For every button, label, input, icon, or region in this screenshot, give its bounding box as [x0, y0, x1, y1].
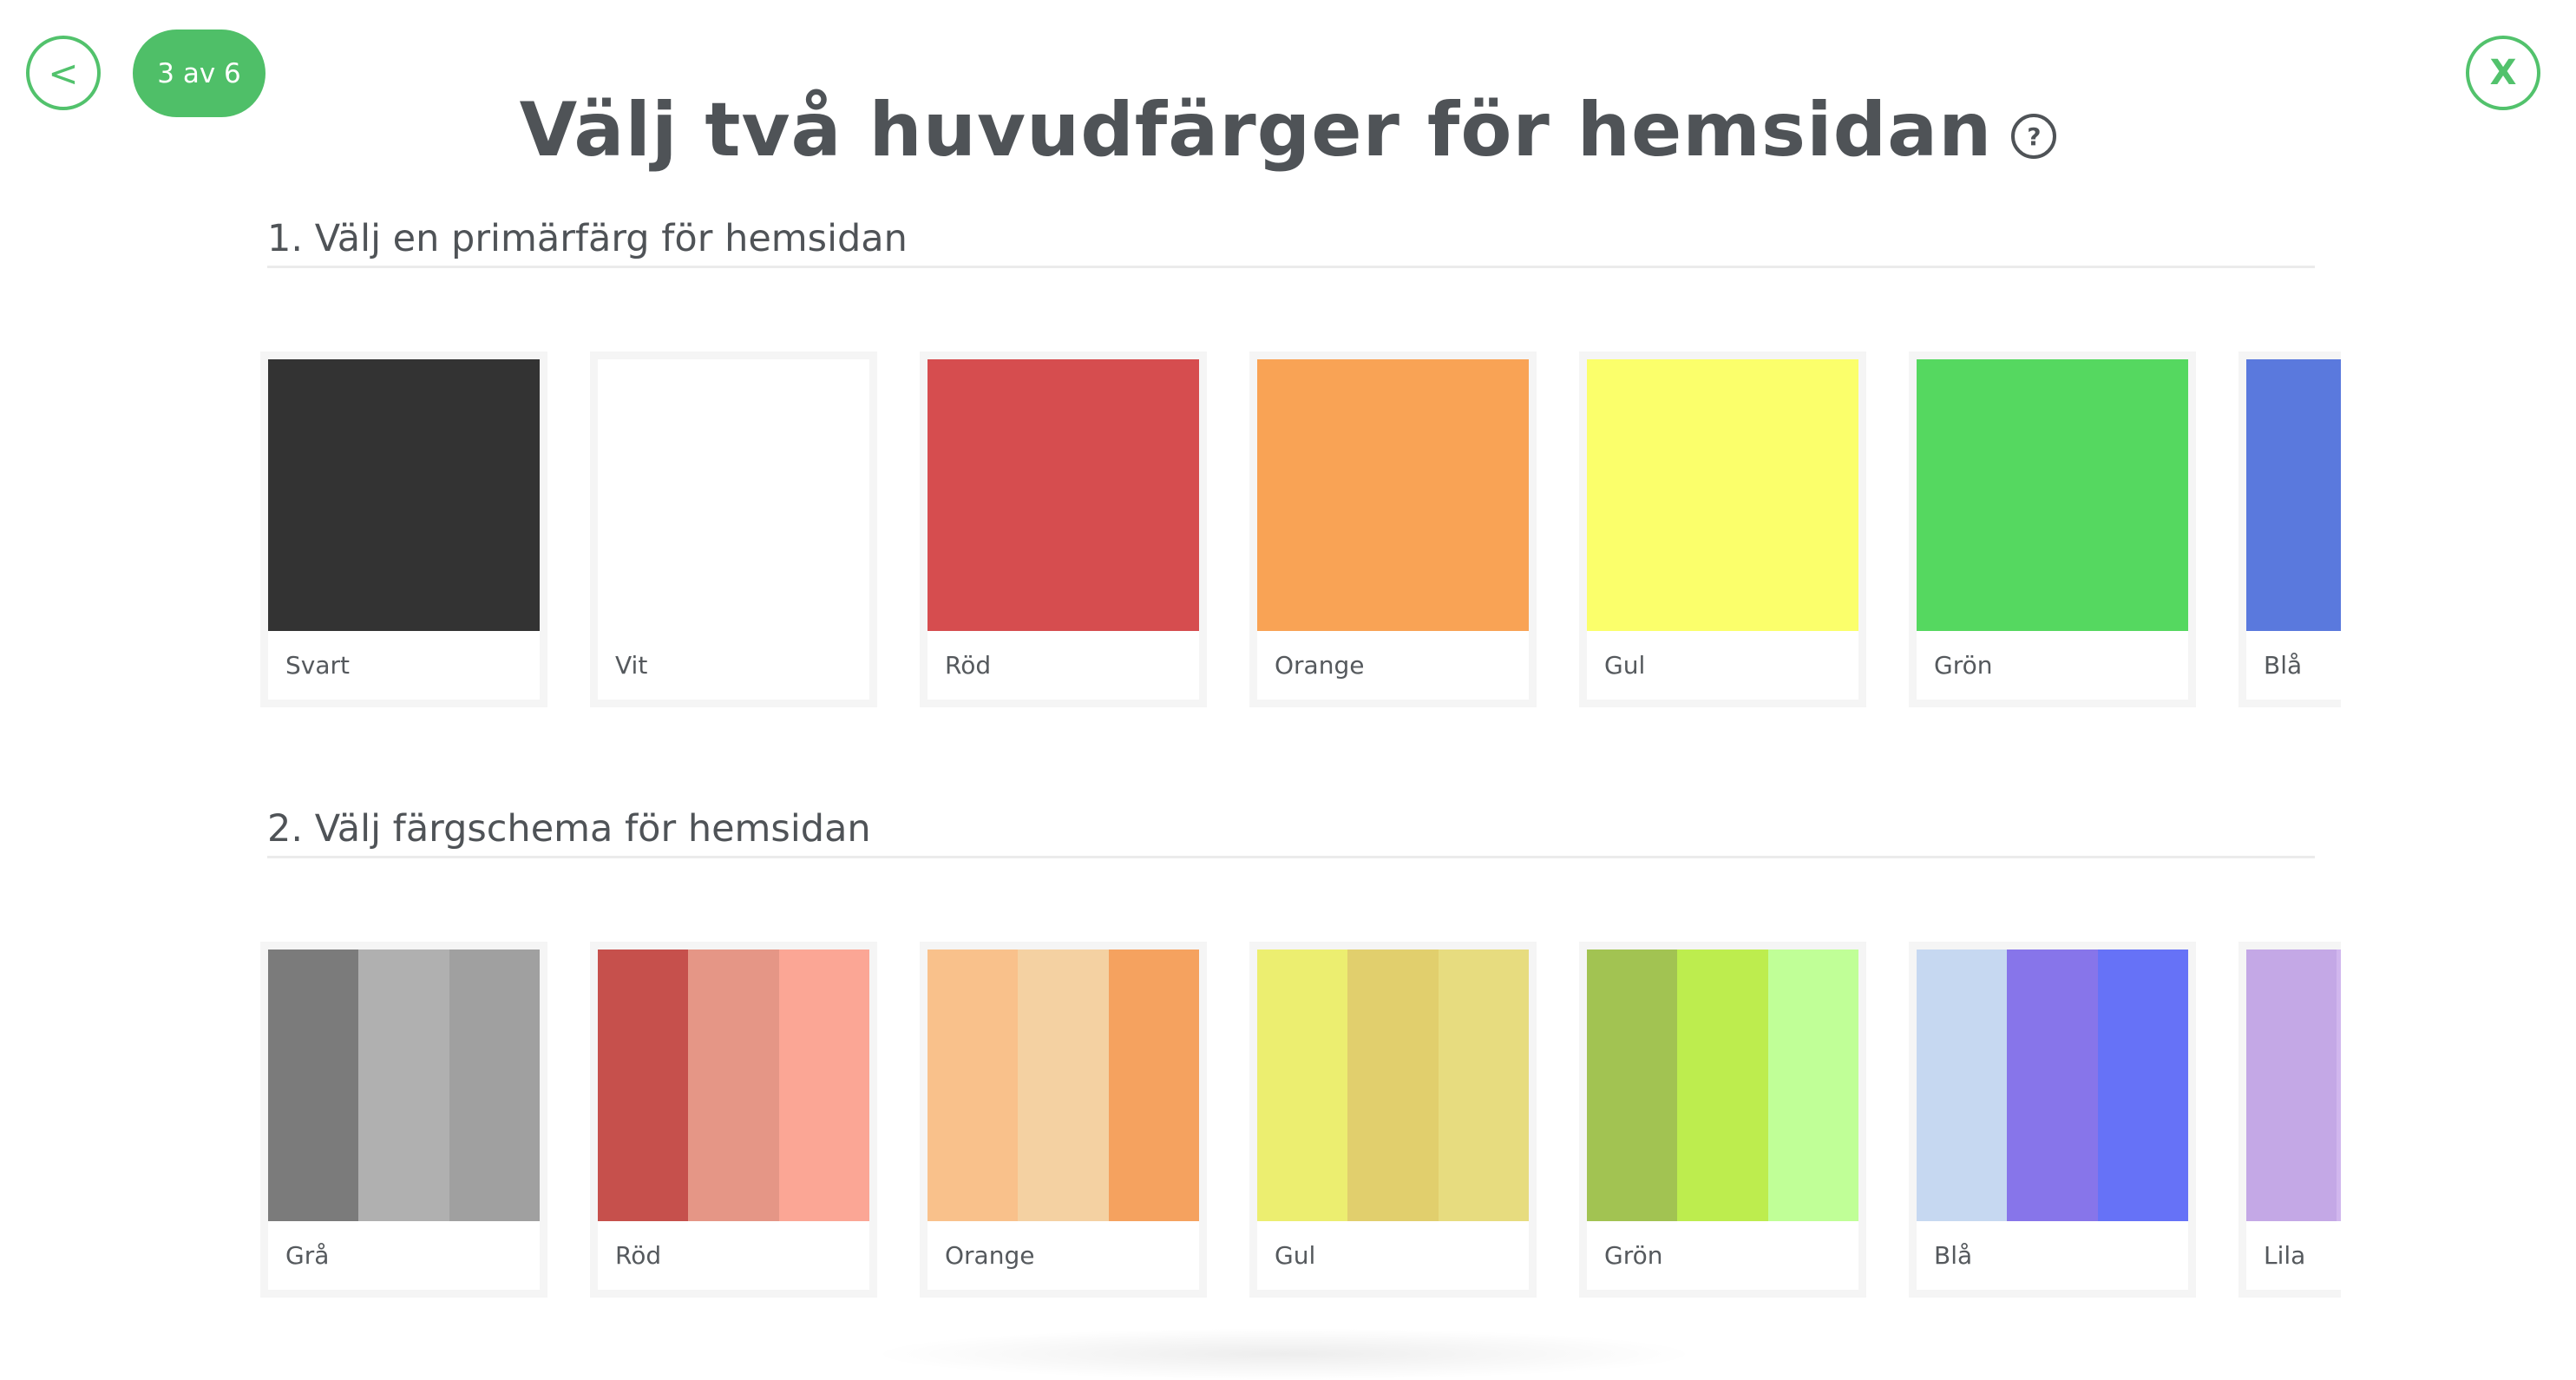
color-scheme-card-orange[interactable]: Orange	[920, 942, 1207, 1298]
color-stripe	[1257, 359, 1529, 631]
back-icon: <	[48, 51, 79, 95]
primary-color-label: Blå	[2264, 651, 2303, 680]
color-stripe	[449, 950, 540, 1221]
color-stripe	[2246, 359, 2341, 631]
primary-color-card-vit[interactable]: Vit	[590, 352, 877, 707]
primary-color-swatch	[927, 359, 1199, 631]
color-stripe	[1257, 950, 1348, 1221]
color-stripe	[598, 950, 689, 1221]
close-icon: X	[2489, 53, 2517, 93]
primary-color-label: Vit	[615, 651, 648, 680]
page-header: Välj två huvudfärger för hemsidan ?	[0, 78, 2576, 182]
color-scheme-swatch	[927, 950, 1199, 1221]
color-stripe	[1018, 950, 1109, 1221]
primary-color-card-grön[interactable]: Grön	[1909, 352, 2196, 707]
step-label: 3 av 6	[157, 57, 241, 89]
color-scheme-card-grå[interactable]: Grå	[260, 942, 547, 1298]
color-scheme-label: Blå	[1934, 1241, 1973, 1270]
color-scheme-label: Grön	[1604, 1241, 1663, 1270]
primary-color-card-röd[interactable]: Röd	[920, 352, 1207, 707]
primary-color-swatch	[2246, 359, 2341, 631]
color-scheme-swatch	[1917, 950, 2188, 1221]
primary-color-swatch	[1917, 359, 2188, 631]
help-icon[interactable]: ?	[2011, 114, 2057, 159]
color-stripe	[2097, 950, 2188, 1221]
color-stripe	[778, 950, 869, 1221]
primary-color-label: Gul	[1604, 651, 1646, 680]
step-indicator: 3 av 6	[133, 30, 265, 117]
color-scheme-card-lila[interactable]: Lila	[2238, 942, 2341, 1298]
color-scheme-label: Röd	[615, 1241, 662, 1270]
primary-section-title: 1. Välj en primärfärg för hemsidan	[267, 217, 2315, 268]
color-stripe	[1587, 359, 1858, 631]
primary-color-card-svart[interactable]: Svart	[260, 352, 547, 707]
color-scheme-label: Gul	[1275, 1241, 1316, 1270]
color-stripe	[1917, 359, 2188, 631]
help-icon-glyph: ?	[2027, 122, 2042, 151]
color-stripe	[598, 359, 869, 631]
color-scheme-swatch	[1257, 950, 1529, 1221]
color-scheme-card-grön[interactable]: Grön	[1579, 942, 1866, 1298]
color-scheme-label: Grå	[285, 1241, 330, 1270]
color-stripe	[688, 950, 779, 1221]
primary-color-label: Grön	[1934, 651, 1993, 680]
color-stripe	[927, 950, 1019, 1221]
color-stripe	[1677, 950, 1768, 1221]
color-stripe	[1767, 950, 1858, 1221]
color-stripe	[2246, 950, 2337, 1221]
primary-color-card-gul[interactable]: Gul	[1579, 352, 1866, 707]
primary-color-label: Orange	[1275, 651, 1365, 680]
color-stripe	[358, 950, 449, 1221]
color-scheme-swatch	[1587, 950, 1858, 1221]
primary-color-card-orange[interactable]: Orange	[1249, 352, 1537, 707]
primary-color-swatch	[598, 359, 869, 631]
color-scheme-swatch	[598, 950, 869, 1221]
close-button[interactable]: X	[2466, 36, 2540, 110]
color-stripe	[1587, 950, 1678, 1221]
color-scheme-card-gul[interactable]: Gul	[1249, 942, 1537, 1298]
color-stripe	[1438, 950, 1529, 1221]
color-stripe	[927, 359, 1199, 631]
page-title: Välj två huvudfärger för hemsidan	[519, 87, 1993, 174]
primary-color-label: Röd	[945, 651, 992, 680]
primary-color-swatch	[1257, 359, 1529, 631]
color-stripe	[2007, 950, 2098, 1221]
color-stripe	[268, 359, 540, 631]
back-button[interactable]: <	[26, 36, 101, 110]
color-stripe	[2337, 950, 2341, 1221]
primary-color-label: Svart	[285, 651, 350, 680]
color-stripe	[268, 950, 359, 1221]
color-scheme-swatch	[2246, 950, 2341, 1221]
primary-color-card-blå[interactable]: Blå	[2238, 352, 2341, 707]
color-scheme-label: Orange	[945, 1241, 1035, 1270]
color-stripe	[1917, 950, 2008, 1221]
color-scheme-list: Grå Röd Orange Gul Grön Blå Lila	[260, 942, 2341, 1306]
scheme-section-title: 2. Välj färgschema för hemsidan	[267, 807, 2315, 858]
color-stripe	[1347, 950, 1439, 1221]
color-scheme-card-blå[interactable]: Blå	[1909, 942, 2196, 1298]
color-scheme-card-röd[interactable]: Röd	[590, 942, 877, 1298]
color-stripe	[1108, 950, 1199, 1221]
primary-color-list: Svart Vit Röd Orange Gul Grön Blå	[260, 352, 2341, 716]
color-scheme-label: Lila	[2264, 1241, 2306, 1270]
color-scheme-swatch	[268, 950, 540, 1221]
bottom-shadow	[868, 1328, 1701, 1380]
primary-color-swatch	[1587, 359, 1858, 631]
primary-color-swatch	[268, 359, 540, 631]
